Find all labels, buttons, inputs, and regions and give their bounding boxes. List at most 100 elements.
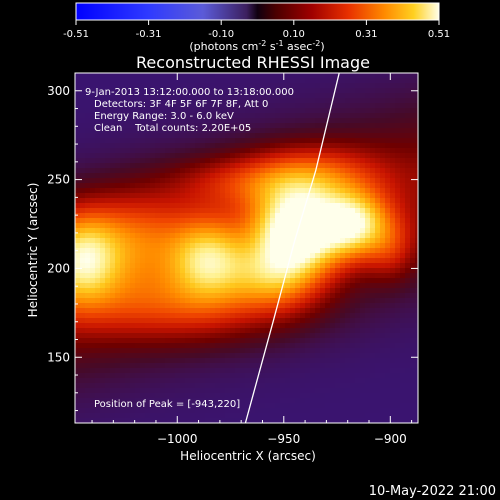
heatmap-cell <box>320 83 326 89</box>
heatmap-cell <box>165 208 171 214</box>
heatmap-cell <box>135 133 141 139</box>
heatmap-cell <box>210 248 216 254</box>
heatmap-cell <box>95 153 101 159</box>
heatmap-cell <box>280 333 286 339</box>
heatmap-cell <box>160 418 166 423</box>
heatmap-cell <box>280 173 286 179</box>
heatmap-cell <box>110 398 116 404</box>
heatmap-cell <box>365 228 371 234</box>
heatmap-cell <box>80 368 86 374</box>
heatmap-cell <box>400 378 406 384</box>
heatmap-cell <box>305 358 311 364</box>
heatmap-cell <box>385 283 391 289</box>
heatmap-cell <box>305 408 311 414</box>
heatmap-cell <box>250 408 256 414</box>
heatmap-cell <box>270 83 276 89</box>
heatmap-cell <box>300 313 306 319</box>
heatmap-cell <box>110 108 116 114</box>
heatmap-cell <box>295 303 301 309</box>
heatmap-cell <box>255 243 261 249</box>
heatmap-cell <box>225 408 231 414</box>
heatmap-cell <box>275 293 281 299</box>
heatmap-cell <box>155 228 161 234</box>
heatmap-cell <box>200 78 206 84</box>
heatmap-cell <box>75 158 81 164</box>
heatmap-cell <box>415 323 418 329</box>
heatmap-cell <box>145 418 151 423</box>
heatmap-cell <box>395 293 401 299</box>
heatmap-cell <box>350 73 356 79</box>
heatmap-cell <box>390 178 396 184</box>
heatmap-cell <box>360 213 366 219</box>
heatmap-cell <box>75 288 81 294</box>
heatmap-cell <box>400 133 406 139</box>
heatmap-cell <box>155 363 161 369</box>
heatmap-cell <box>410 178 416 184</box>
heatmap-cell <box>95 238 101 244</box>
heatmap-cell <box>230 358 236 364</box>
heatmap-cell <box>140 408 146 414</box>
heatmap-cell <box>210 233 216 239</box>
heatmap-cell <box>260 188 266 194</box>
heatmap-cell <box>195 138 201 144</box>
heatmap-cell <box>350 153 356 159</box>
heatmap-cell <box>215 353 221 359</box>
heatmap-cell <box>360 388 366 394</box>
heatmap-cell <box>115 108 121 114</box>
heatmap-cell <box>220 378 226 384</box>
heatmap-cell <box>130 213 136 219</box>
heatmap-cell <box>155 178 161 184</box>
heatmap-cell <box>125 413 131 419</box>
heatmap-cell <box>75 73 81 79</box>
heatmap-cell <box>365 268 371 274</box>
heatmap-cell <box>210 83 216 89</box>
heatmap-cell <box>215 418 221 423</box>
heatmap-cell <box>335 393 341 399</box>
heatmap-cell <box>145 213 151 219</box>
heatmap-cell <box>225 238 231 244</box>
heatmap-cell <box>385 418 391 423</box>
heatmap-cell <box>290 418 296 423</box>
heatmap-cell <box>175 88 181 94</box>
heatmap-cell <box>105 403 111 409</box>
heatmap-cell <box>90 123 96 129</box>
heatmap-cell <box>350 323 356 329</box>
heatmap-cell <box>285 148 291 154</box>
heatmap-cell <box>185 373 191 379</box>
heatmap-cell <box>220 173 226 179</box>
heatmap-cell <box>180 108 186 114</box>
heatmap-cell <box>310 223 316 229</box>
heatmap-cell <box>230 143 236 149</box>
heatmap-cell <box>170 203 176 209</box>
heatmap-cell <box>145 318 151 324</box>
heatmap-cell <box>275 283 281 289</box>
heatmap-cell <box>275 363 281 369</box>
heatmap-cell <box>100 178 106 184</box>
heatmap-cell <box>75 133 81 139</box>
heatmap-cell <box>390 303 396 309</box>
heatmap-cell <box>85 153 91 159</box>
heatmap-cell <box>340 128 346 134</box>
heatmap-cell <box>385 298 391 304</box>
heatmap-cell <box>265 273 271 279</box>
heatmap-cell <box>300 178 306 184</box>
heatmap-cell <box>255 383 261 389</box>
heatmap-cell <box>230 103 236 109</box>
heatmap-cell <box>390 353 396 359</box>
heatmap-cell <box>335 323 341 329</box>
heatmap-cell <box>340 143 346 149</box>
heatmap-cell <box>310 253 316 259</box>
heatmap-cell <box>415 73 418 79</box>
heatmap-cell <box>415 78 418 84</box>
heatmap-cell <box>355 308 361 314</box>
heatmap-cell <box>225 108 231 114</box>
heatmap-cell <box>90 383 96 389</box>
heatmap-cell <box>215 313 221 319</box>
heatmap-cell <box>120 168 126 174</box>
heatmap-cell <box>115 368 121 374</box>
heatmap-cell <box>80 313 86 319</box>
heatmap-cell <box>130 73 136 79</box>
heatmap-cell <box>365 368 371 374</box>
heatmap-cell <box>205 273 211 279</box>
